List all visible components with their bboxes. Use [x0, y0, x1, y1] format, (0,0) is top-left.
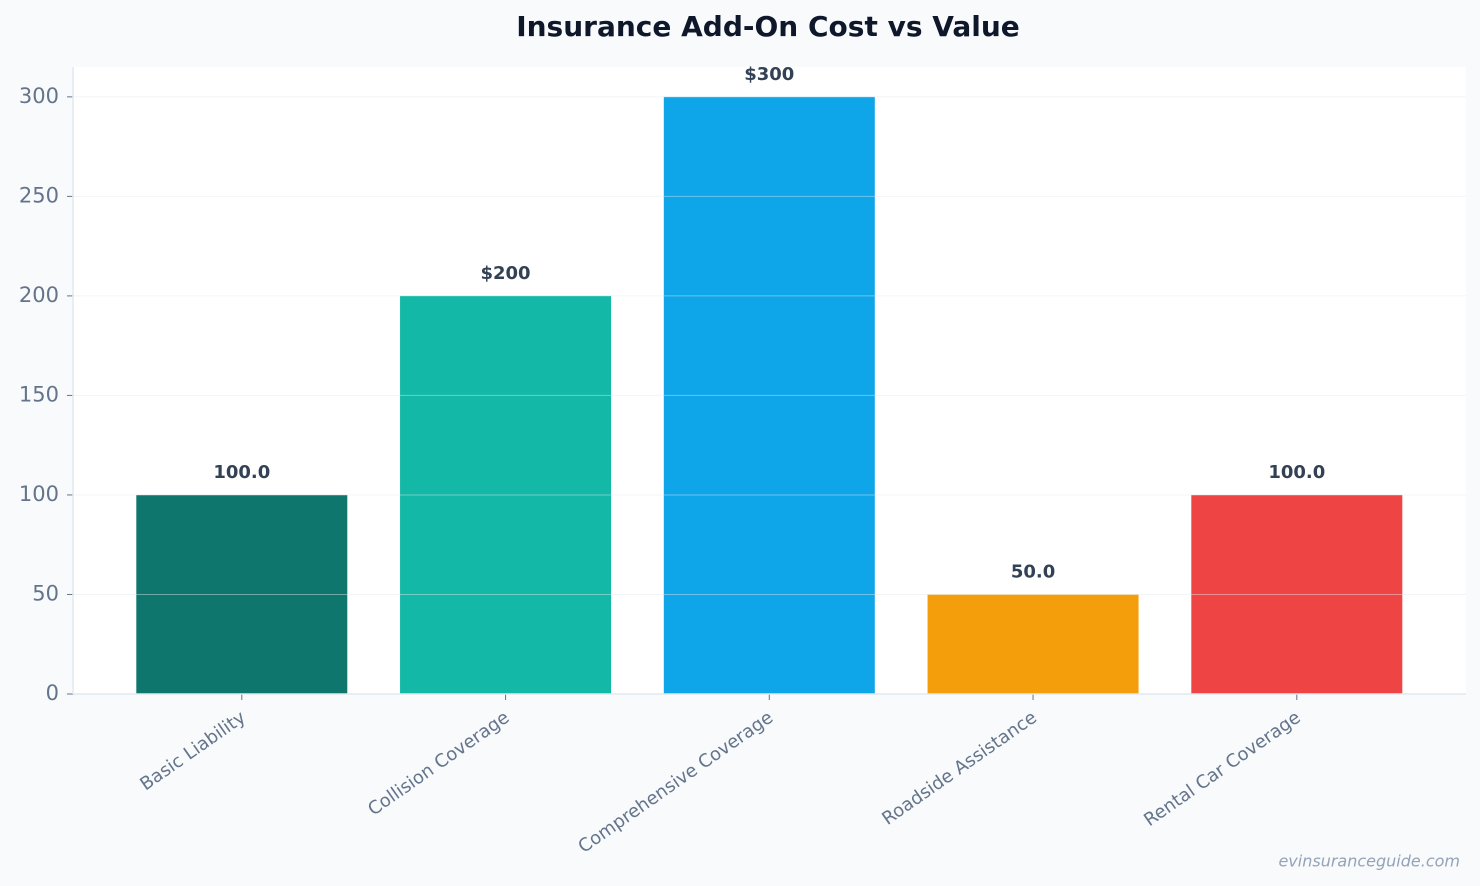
value-label: 50.0 — [1011, 561, 1055, 582]
y-tick-label: 150 — [19, 382, 59, 406]
x-tick-label: Comprehensive Coverage — [574, 707, 777, 858]
y-tick-label: 300 — [19, 84, 59, 108]
value-label: 100.0 — [213, 462, 270, 483]
x-tick-label: Collision Coverage — [364, 707, 513, 820]
watermark: evinsuranceguide.com — [1278, 852, 1460, 871]
bar — [927, 594, 1139, 694]
y-tick-label: 200 — [19, 283, 59, 307]
x-tick-label: Basic Liability — [136, 707, 250, 795]
bar — [400, 295, 612, 694]
y-tick-label: 0 — [46, 681, 59, 705]
value-label: $300 — [744, 64, 794, 85]
x-tick-label: Roadside Assistance — [878, 707, 1041, 830]
chart-title: Insurance Add-On Cost vs Value — [516, 10, 1020, 43]
x-tick-label: Rental Car Coverage — [1140, 707, 1304, 831]
bar — [663, 96, 875, 695]
value-label: $200 — [480, 263, 530, 284]
y-tick-label: 250 — [19, 183, 59, 207]
bar — [1191, 494, 1403, 694]
y-tick-label: 100 — [19, 482, 59, 506]
value-label: 100.0 — [1268, 462, 1325, 483]
y-tick-label: 50 — [32, 581, 59, 605]
bar — [136, 494, 348, 694]
